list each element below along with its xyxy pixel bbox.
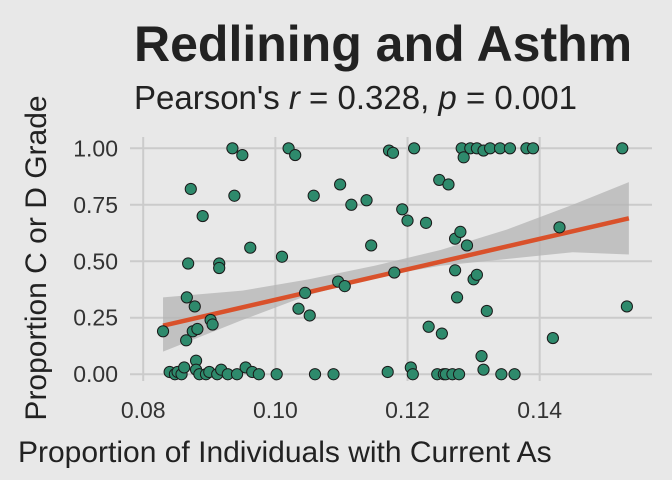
data-point-52 bbox=[386, 146, 400, 159]
data-point-42 bbox=[308, 368, 322, 381]
data-point-39 bbox=[299, 286, 312, 299]
data-point-70 bbox=[450, 291, 464, 304]
data-point-72 bbox=[454, 225, 467, 238]
y-tick-label-2: 0.50 bbox=[73, 248, 118, 274]
data-point-60 bbox=[422, 320, 435, 333]
data-point-14 bbox=[191, 322, 204, 336]
x-axis-title: Proportion of Individuals with Current A… bbox=[18, 436, 552, 469]
data-point-35 bbox=[275, 250, 289, 263]
x-tick-label-0: 0.08 bbox=[121, 397, 166, 423]
data-point-23 bbox=[213, 261, 226, 275]
data-point-86 bbox=[495, 368, 508, 381]
data-point-20 bbox=[206, 318, 219, 331]
data-point-57 bbox=[406, 368, 419, 381]
data-point-37 bbox=[289, 148, 302, 162]
data-point-49 bbox=[365, 239, 378, 252]
subtitle-prefix: Pearson's bbox=[134, 79, 289, 116]
data-point-75 bbox=[460, 239, 474, 252]
subtitle-p-symbol: p bbox=[437, 79, 456, 116]
data-point-87 bbox=[503, 142, 517, 155]
data-point-27 bbox=[228, 189, 241, 202]
data-point-26 bbox=[226, 142, 239, 155]
data-point-93 bbox=[616, 142, 629, 155]
data-point-28 bbox=[230, 368, 244, 381]
x-tick-label-1: 0.10 bbox=[253, 397, 298, 423]
x-tick-label-2: 0.12 bbox=[385, 397, 430, 423]
data-point-8 bbox=[182, 257, 195, 270]
data-point-88 bbox=[508, 368, 521, 381]
data-point-11 bbox=[188, 300, 201, 313]
y-tick-label-3: 0.75 bbox=[73, 192, 118, 218]
chart-title: Redlining and Asthm bbox=[134, 16, 632, 72]
data-point-5 bbox=[178, 361, 191, 374]
data-point-74 bbox=[457, 151, 470, 164]
data-point-82 bbox=[477, 363, 490, 376]
data-point-47 bbox=[345, 198, 358, 211]
data-point-58 bbox=[408, 142, 421, 155]
data-point-94 bbox=[620, 300, 633, 313]
data-point-69 bbox=[448, 264, 462, 277]
data-point-66 bbox=[442, 178, 455, 191]
data-point-55 bbox=[401, 214, 414, 227]
data-point-31 bbox=[244, 241, 257, 254]
y-axis-ticks: 0.00 0.25 0.50 0.75 1.00 bbox=[73, 135, 118, 387]
data-point-33 bbox=[252, 368, 265, 381]
data-point-71 bbox=[452, 368, 466, 381]
data-point-59 bbox=[419, 216, 433, 229]
data-point-53 bbox=[388, 266, 401, 279]
data-point-48 bbox=[360, 194, 373, 207]
y-tick-label-4: 1.00 bbox=[73, 135, 118, 161]
chart-subtitle: Pearson's r = 0.328, p = 0.001 bbox=[134, 79, 577, 116]
data-point-9 bbox=[184, 182, 197, 196]
x-axis-ticks: 0.08 0.10 0.12 0.14 bbox=[121, 397, 562, 423]
data-point-16 bbox=[196, 209, 209, 223]
y-tick-label-1: 0.25 bbox=[73, 305, 118, 331]
data-point-7 bbox=[180, 291, 193, 304]
data-point-83 bbox=[480, 304, 493, 318]
data-point-78 bbox=[470, 268, 483, 281]
subtitle-r-value: = 0.328, bbox=[300, 79, 439, 116]
x-tick-label-3: 0.14 bbox=[517, 397, 562, 423]
y-tick-label-0: 0.00 bbox=[73, 361, 118, 387]
data-point-92 bbox=[553, 221, 566, 234]
data-point-29 bbox=[236, 148, 249, 162]
subtitle-p-value: = 0.001 bbox=[457, 79, 577, 116]
gridlines bbox=[130, 137, 652, 381]
data-point-80 bbox=[475, 350, 488, 363]
data-point-41 bbox=[307, 189, 320, 202]
y-axis-title: Proportion C or D Grade bbox=[20, 95, 53, 420]
data-point-34 bbox=[270, 368, 283, 381]
data-point-43 bbox=[327, 368, 340, 381]
data-point-90 bbox=[526, 142, 540, 155]
data-point-50 bbox=[381, 365, 394, 379]
data-point-46 bbox=[338, 280, 351, 293]
subtitle-r-symbol: r bbox=[289, 79, 302, 116]
data-point-63 bbox=[435, 327, 448, 340]
data-point-0 bbox=[156, 325, 170, 338]
data-point-91 bbox=[546, 331, 559, 345]
data-point-38 bbox=[292, 302, 305, 315]
data-point-54 bbox=[396, 203, 409, 216]
data-point-45 bbox=[334, 178, 347, 191]
data-point-40 bbox=[303, 309, 316, 322]
data-point-6 bbox=[180, 334, 193, 347]
scatter-points bbox=[156, 142, 633, 381]
